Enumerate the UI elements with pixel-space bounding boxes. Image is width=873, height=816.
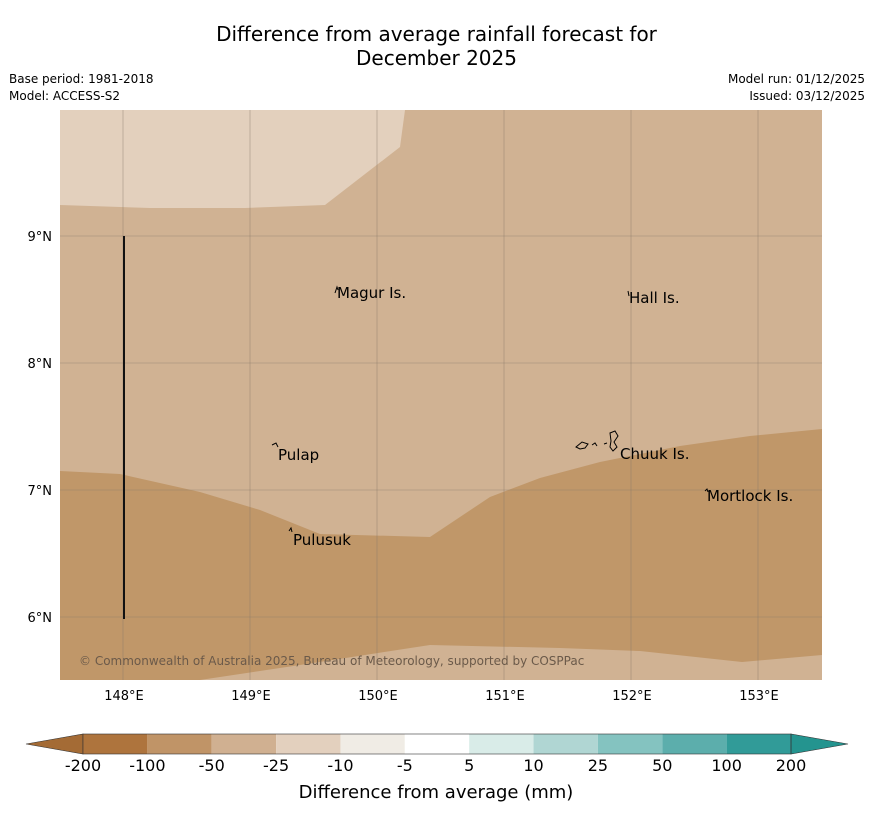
lon-tick-149: 149°E	[231, 689, 271, 704]
lon-tick-152: 152°E	[612, 689, 652, 704]
colorbar-tick-label: -50	[199, 756, 225, 775]
lon-tick-labels: 148°E 149°E 150°E 151°E 152°E 153°E	[104, 689, 779, 704]
colorbar-tick-label: 100	[711, 756, 742, 775]
lat-tick-labels: 9°N 8°N 7°N 6°N	[28, 230, 53, 626]
colorbar-tick-label: 200	[776, 756, 807, 775]
place-label-pulusuk: Pulusuk	[293, 531, 351, 549]
place-label-magur: Magur Is.	[337, 284, 406, 302]
colorbar-segment	[83, 734, 148, 754]
chart-title: Difference from average rainfall forecas…	[0, 22, 873, 70]
model-run-text: Model run: 01/12/2025	[727, 72, 865, 86]
place-label-mortlock: Mortlock Is.	[707, 487, 793, 505]
island-magur	[334, 285, 339, 294]
place-labels: Magur Is. Hall Is. Pulap Chuuk Is. Mortl…	[278, 284, 793, 549]
colorbar-segment	[211, 734, 277, 754]
colorbar-segment	[340, 734, 405, 754]
colorbar-segment	[597, 734, 663, 754]
colorbar-over-arrow	[790, 733, 849, 755]
colorbar-under-arrow	[25, 733, 84, 755]
island-pulap	[271, 442, 279, 448]
colorbar-segment	[404, 734, 470, 754]
colorbar-segment	[726, 734, 791, 754]
rain-band-minus10-minus25	[60, 110, 405, 208]
lat-tick-7: 7°N	[28, 484, 53, 499]
colorbar-tick-label: 5	[464, 756, 474, 775]
island-hall	[627, 290, 630, 297]
islands	[271, 285, 709, 533]
copyright-notice: © Commonwealth of Australia 2025, Bureau…	[79, 654, 584, 668]
place-label-hall: Hall Is.	[629, 289, 680, 307]
island-chuuk	[575, 430, 619, 452]
colorbar-segment	[469, 734, 534, 754]
lon-tick-148: 148°E	[104, 689, 144, 704]
metadata-right: Model run: 01/12/2025 Issued: 03/12/2025	[728, 71, 865, 105]
map-plot-area	[60, 110, 822, 680]
colorbar-outline	[82, 733, 792, 755]
colorbar-tick-label: 25	[588, 756, 608, 775]
graticule	[60, 110, 822, 680]
colorbar-tick-label: -200	[65, 756, 101, 775]
lon-tick-151: 151°E	[485, 689, 525, 704]
colorbar-tick-label: -10	[327, 756, 353, 775]
lat-tick-6: 6°N	[28, 611, 53, 626]
colorbar-segment	[533, 734, 598, 754]
title-line-2: December 2025	[356, 46, 517, 70]
lon-tick-153: 153°E	[739, 689, 779, 704]
colorbar-label: Difference from average (mm)	[299, 782, 574, 803]
colorbar-tick-label: 10	[523, 756, 543, 775]
colorbar-tick-label: -100	[129, 756, 165, 775]
island-mortlock	[704, 488, 709, 493]
colorbar-segment	[147, 734, 212, 754]
title-line-1: Difference from average rainfall forecas…	[216, 22, 657, 46]
colorbar-tick-label: 50	[652, 756, 672, 775]
colorbar-tick-label: -5	[397, 756, 413, 775]
lon-tick-150: 150°E	[358, 689, 398, 704]
colorbar-tick-label: -25	[263, 756, 289, 775]
colorbar-segment	[662, 734, 727, 754]
metadata-left: Base period: 1981-2018 Model: ACCESS-S2	[9, 71, 154, 105]
island-pulusuk	[288, 526, 293, 533]
base-period-text: Base period: 1981-2018	[9, 72, 154, 86]
lat-tick-9: 9°N	[28, 230, 53, 245]
model-text: Model: ACCESS-S2	[9, 89, 121, 103]
colorbar-segment	[276, 734, 341, 754]
place-label-chuuk: Chuuk Is.	[620, 445, 689, 463]
lat-tick-8: 8°N	[28, 357, 53, 372]
place-label-pulap: Pulap	[278, 446, 319, 464]
issued-text: Issued: 03/12/2025	[749, 89, 865, 103]
colorbar: -200 -100 -50 -25 -10 -5 5 10 25 50 100 200	[25, 733, 849, 775]
